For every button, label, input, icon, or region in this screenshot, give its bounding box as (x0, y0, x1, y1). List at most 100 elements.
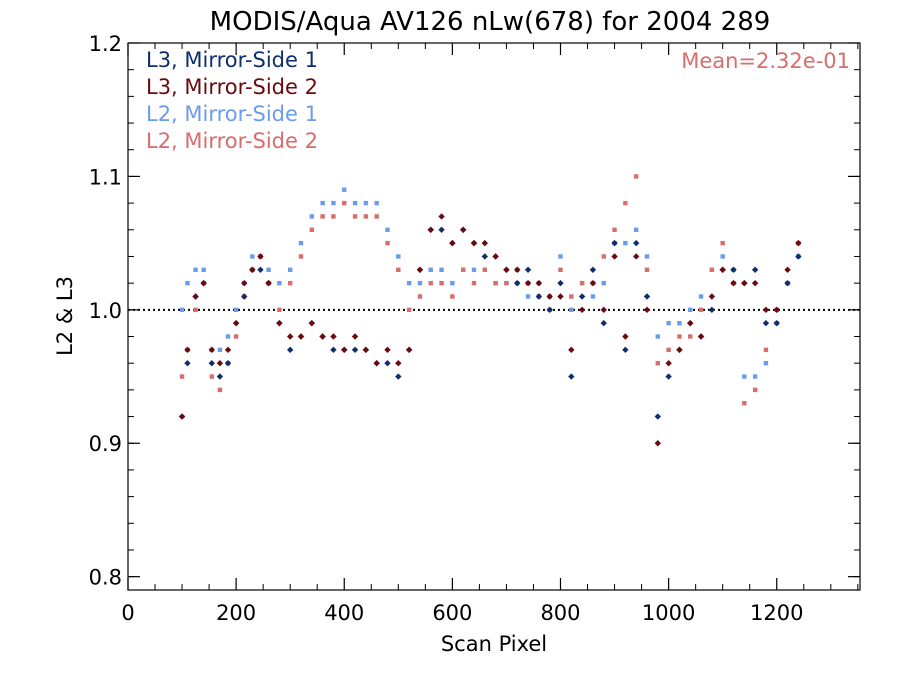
data-point (193, 267, 198, 273)
data-point (633, 227, 639, 232)
data-point (363, 200, 369, 206)
data-point (763, 347, 769, 353)
data-point (319, 333, 326, 340)
data-point (752, 374, 758, 379)
data-point (277, 280, 282, 286)
data-point (784, 279, 791, 287)
data-point (450, 280, 455, 286)
data-point (374, 214, 379, 219)
y-tick-label: 0.8 (89, 566, 122, 590)
data-point (742, 401, 747, 406)
data-point (557, 293, 564, 300)
data-point (330, 346, 337, 354)
mean-annotation: Mean=2.32e-01 (681, 49, 850, 73)
data-point (225, 334, 231, 339)
data-point (493, 280, 498, 286)
data-point (438, 226, 445, 233)
data-point (644, 254, 650, 259)
data-point (286, 346, 294, 354)
data-point (514, 266, 521, 274)
data-point (342, 187, 347, 192)
data-point (416, 266, 424, 274)
data-point (643, 293, 651, 300)
data-point (352, 200, 358, 206)
data-point (568, 373, 575, 380)
data-point (363, 214, 369, 219)
data-point (249, 266, 256, 274)
data-point (265, 279, 272, 287)
data-point (287, 267, 293, 273)
data-point (579, 280, 585, 286)
data-point (224, 359, 232, 367)
data-point (438, 213, 445, 220)
data-point (677, 334, 682, 339)
data-point (470, 239, 478, 247)
data-point (763, 360, 769, 366)
data-point (201, 267, 206, 273)
plot-frame (127, 42, 861, 591)
data-point (460, 267, 466, 273)
data-point (719, 266, 726, 274)
data-point (406, 280, 412, 286)
data-point (200, 279, 207, 287)
data-point (298, 254, 304, 259)
data-point (257, 266, 264, 274)
data-point (623, 200, 628, 206)
y-tick-label: 1.0 (89, 299, 122, 323)
data-point (286, 333, 294, 340)
data-point (342, 200, 347, 206)
data-point (612, 227, 617, 232)
data-point (751, 279, 759, 287)
data-point (632, 239, 640, 247)
data-point (741, 279, 748, 287)
data-point (362, 346, 370, 354)
data-point (241, 293, 248, 300)
data-point (209, 374, 214, 379)
data-point (644, 267, 650, 273)
data-point (449, 239, 456, 247)
data-point (633, 174, 639, 179)
data-point (698, 307, 704, 313)
data-point (720, 254, 725, 259)
data-point (439, 280, 444, 286)
data-point (233, 307, 239, 313)
data-point (795, 239, 802, 247)
data-point (374, 200, 379, 206)
data-point (241, 279, 248, 287)
data-point (730, 266, 737, 274)
data-point (708, 293, 716, 300)
data-point (654, 440, 662, 447)
data-point (208, 359, 215, 367)
y-tick-label: 0.9 (89, 432, 122, 456)
data-point (385, 227, 390, 232)
data-point (569, 294, 574, 299)
data-point (193, 307, 198, 313)
data-point (525, 294, 531, 299)
data-point (535, 293, 543, 300)
data-point (224, 346, 232, 354)
data-point (184, 359, 191, 367)
data-point (709, 267, 715, 273)
data-point (708, 306, 716, 314)
data-point (504, 280, 509, 286)
data-point (622, 346, 629, 354)
y-tick-label: 1.2 (89, 32, 122, 56)
data-point (232, 319, 240, 327)
x-tick-label: 1000 (642, 601, 695, 625)
legend-entry: L3, Mirror-Side 1 (146, 48, 318, 72)
data-point (406, 307, 412, 313)
data-point (558, 267, 563, 273)
data-point (331, 214, 336, 219)
data-point (601, 254, 606, 259)
data-point (179, 374, 185, 379)
data-point (600, 306, 607, 314)
data-point (257, 253, 264, 260)
data-point (751, 266, 759, 274)
data-point (773, 319, 780, 327)
data-point (373, 359, 380, 367)
data-point (611, 253, 618, 260)
data-point (654, 413, 662, 420)
data-point (720, 240, 725, 246)
data-point (266, 267, 271, 273)
data-point (558, 254, 563, 259)
